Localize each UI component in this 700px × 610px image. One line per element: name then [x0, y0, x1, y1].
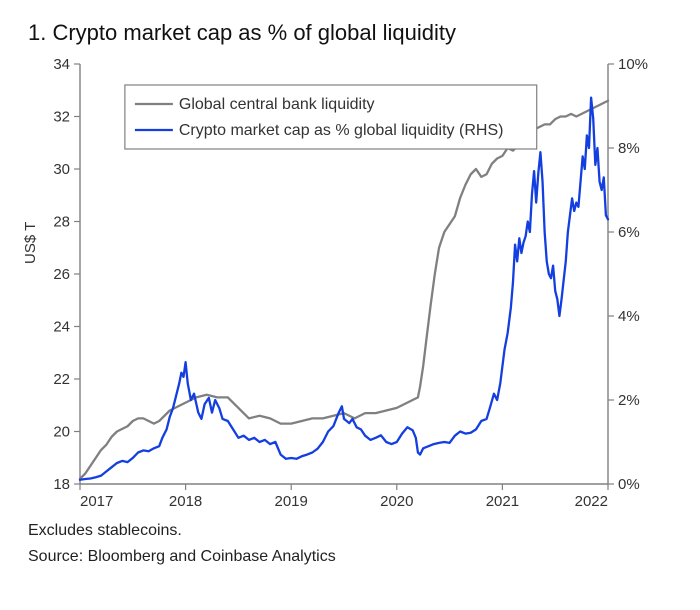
svg-text:2018: 2018	[169, 493, 202, 510]
svg-text:2%: 2%	[618, 392, 640, 409]
svg-text:6%: 6%	[618, 224, 640, 241]
svg-text:20: 20	[53, 424, 70, 441]
svg-text:18: 18	[53, 476, 70, 493]
chart-title: 1. Crypto market cap as % of global liqu…	[28, 20, 676, 46]
svg-text:28: 28	[53, 214, 70, 231]
svg-text:30: 30	[53, 161, 70, 178]
svg-text:22: 22	[53, 371, 70, 388]
svg-text:Crypto market cap as % global: Crypto market cap as % global liquidity …	[179, 122, 504, 139]
footnote-2: Source: Bloomberg and Coinbase Analytics	[28, 548, 676, 566]
chart-plot-area: US$ T 1820222426283032340%2%4%6%8%10%201…	[28, 54, 668, 514]
chart-svg: 1820222426283032340%2%4%6%8%10%201720182…	[28, 54, 668, 514]
svg-text:4%: 4%	[618, 308, 640, 325]
svg-text:2022: 2022	[575, 493, 608, 510]
svg-text:34: 34	[53, 56, 70, 73]
y1-axis-label: US$ T	[22, 222, 39, 264]
svg-text:2020: 2020	[380, 493, 413, 510]
svg-text:2021: 2021	[486, 493, 519, 510]
svg-text:Global central bank liquidity: Global central bank liquidity	[179, 96, 375, 113]
svg-text:0%: 0%	[618, 476, 640, 493]
footnote-1: Excludes stablecoins.	[28, 522, 676, 540]
svg-text:24: 24	[53, 319, 70, 336]
svg-text:2019: 2019	[275, 493, 308, 510]
svg-text:2017: 2017	[80, 493, 113, 510]
svg-text:26: 26	[53, 266, 70, 283]
svg-text:32: 32	[53, 109, 70, 126]
svg-text:10%: 10%	[618, 56, 648, 73]
svg-text:8%: 8%	[618, 140, 640, 157]
